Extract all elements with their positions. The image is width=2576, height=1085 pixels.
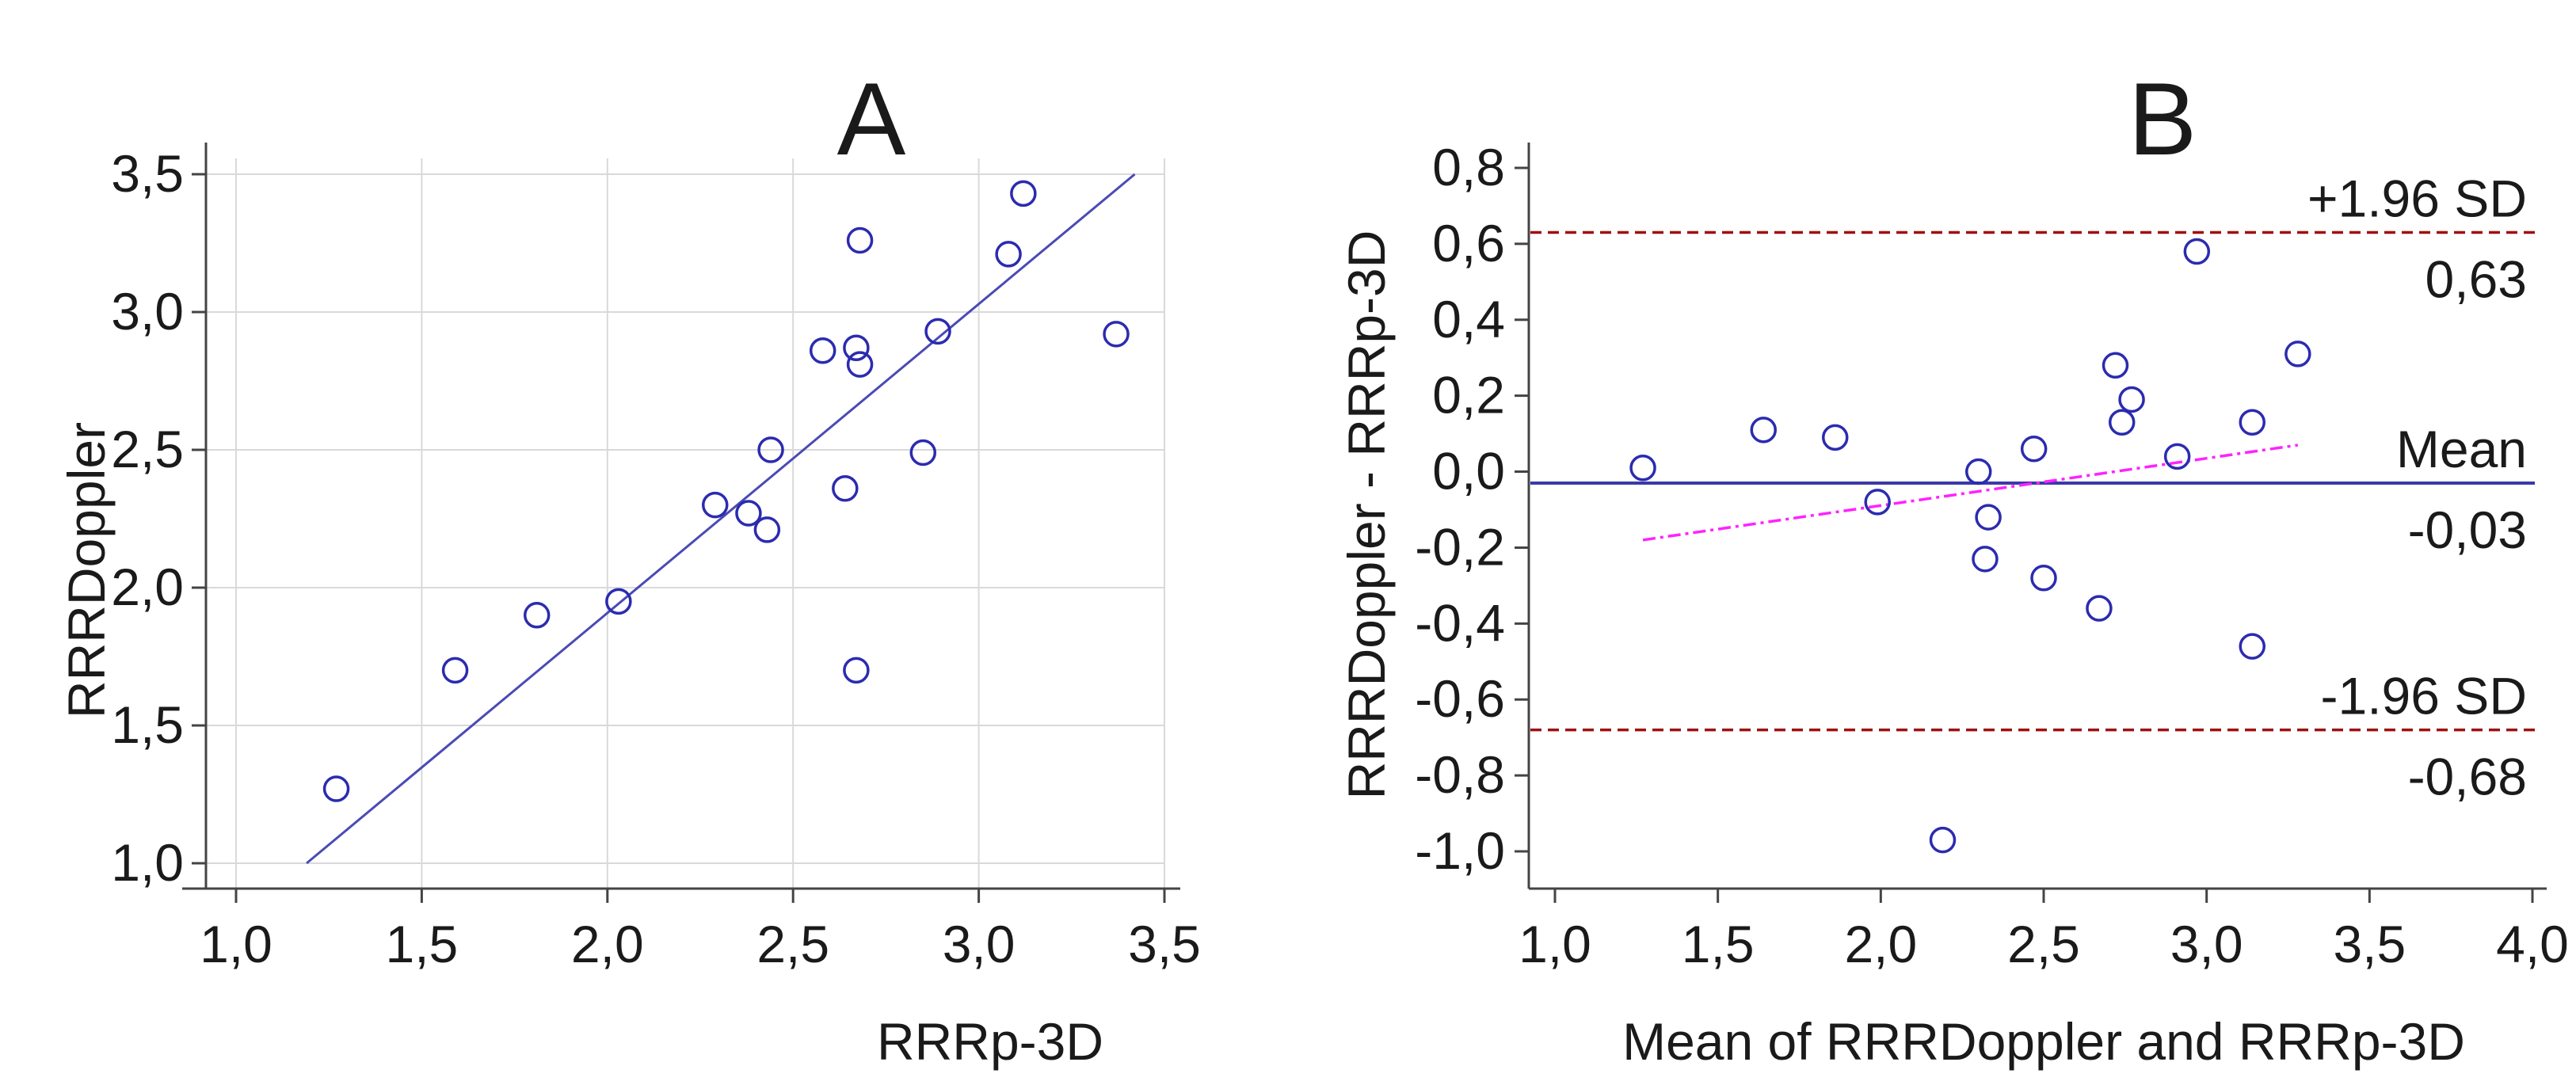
panel-b-x-tick-label: 1,5 [1682,915,1755,973]
panel-b-data-point [1629,455,1656,482]
panel-a-data-point [735,500,762,527]
panel-b-data-point [2108,409,2136,436]
panel-b-x-tick-label: 2,0 [1844,915,1917,973]
panel-b-x-tick-label: 4,0 [2496,915,2569,973]
panel-a-data-point [1010,180,1037,207]
panel-a-data-point [846,227,874,254]
panel-a-data-point [753,516,781,543]
panel-a-x-tick-label: 1,0 [200,915,272,973]
panel-b-regression-line [1642,444,2299,542]
panel-b-x-tick-label: 3,0 [2170,915,2243,973]
panel-a-x-tick-label: 3,0 [943,915,1016,973]
panel-b-reference-lines: +1.96 SD 0,63 Mean -0,03 -1.96 SD -0,68 [1530,169,2535,806]
panel-b-y-tick-label: 0,4 [1432,290,1505,348]
panel-a-points [322,180,1130,802]
panel-a-x-tick-label: 2,0 [571,915,644,973]
panel-b-data-point [1821,424,1849,451]
panel-b-data-point [1972,546,1999,573]
panel-b-data-point [1929,826,1957,854]
panel-b-data-point [2102,352,2129,379]
panel-b-x-tick-label: 1,0 [1519,915,1591,973]
panel-b-ref-value-0: 0,63 [2425,250,2527,309]
panel-a-x-tick-label: 3,5 [1128,915,1201,973]
panel-b-ref-value-2: -0,68 [2408,748,2527,806]
panel-b-ref-name-1: Mean [2396,420,2527,478]
panel-a-data-point [846,351,874,378]
panel-a-data-point [1103,321,1130,348]
panel-b-x-axis-title: Mean of RRRDoppler and RRRp-3D [1622,1012,2465,1071]
panel-b: B 1,0 1,5 2,0 2,5 3,0 3,5 4,0 -1,0 -0,8 -0,6 -0,4… [1337,61,2569,1071]
panel-b-data-point [2284,341,2311,367]
panel-a-y-tick-label: 1,5 [111,695,184,754]
panel-b-data-point [1750,417,1778,444]
panel-b-x-tick-label: 3,5 [2333,915,2406,973]
panel-a-y-ticks: 1,0 1,5 2,0 2,5 3,0 3,5 [111,144,206,892]
panel-b-y-tick-label: 0,8 [1432,138,1505,196]
panel-b-y-tick-label: -0,8 [1415,745,1505,804]
panel-a-y-axis-title: RRRDoppler [57,422,116,718]
panel-b-data-point [2239,409,2266,436]
panel-a-data-point [702,491,729,519]
panel-b-y-tick-label: -0,4 [1415,593,1505,652]
panel-a-data-point [757,436,784,463]
panel-a-x-tick-label: 2,5 [756,915,829,973]
panel-a-y-tick-label: 2,5 [111,420,184,478]
panel-b-y-ticks: -1,0 -0,8 -0,6 -0,4 -0,2 0,0 0,2 0,4 0,6 0,8 [1415,138,1529,880]
panel-a-data-point [322,775,350,802]
panel-a-x-ticks: 1,0 1,5 2,0 2,5 3,0 3,5 [200,889,1201,973]
panel-b-data-point [2086,595,2113,622]
panel-b-y-tick-label: 0,0 [1432,442,1505,501]
panel-a-x-tick-label: 1,5 [386,915,459,973]
panel-b-y-axis-title: RRRDoppler - RRRp-3D [1337,230,1396,800]
panel-b-x-ticks: 1,0 1,5 2,0 2,5 3,0 3,5 4,0 [1519,889,2569,973]
panel-a-data-point [809,337,836,364]
panel-a-y-tick-label: 3,0 [111,282,184,341]
panel-a-data-point [909,439,937,466]
panel-b-ref-name-2: -1.96 SD [2321,667,2527,725]
panel-b-regression-line-group [1642,444,2299,542]
panel-a-data-point [843,334,870,361]
panel-b-data-point [1975,504,2002,531]
panel-a-grid [206,158,1165,889]
panel-b-y-tick-label: -0,6 [1415,669,1505,728]
panel-a-data-point [924,318,951,345]
panel-b-y-tick-label: 0,2 [1432,366,1505,424]
panel-a-y-tick-label: 1,0 [111,833,184,892]
panel-b-data-point [2183,238,2211,265]
panel-b-ref-name-0: +1.96 SD [2307,169,2527,228]
panel-a-y-tick-label: 3,5 [111,144,184,203]
panel-b-data-point [2239,633,2266,660]
panel-b-data-point [1864,489,1891,516]
panel-a-y-tick-label: 2,0 [111,558,184,616]
panel-a-axes [182,143,1180,890]
panel-a-data-point [441,657,469,684]
panel-b-x-tick-label: 2,5 [2007,915,2080,973]
panel-b-data-point [2163,443,2191,470]
panel-a-fit-line [306,173,1136,865]
panel-b-y-tick-label: -0,2 [1415,517,1505,576]
panel-a-x-axis-title: RRRp-3D [877,1012,1103,1071]
panel-b-data-point [2030,565,2057,592]
panel-b-data-point [2118,386,2145,413]
panel-a-data-point [523,602,551,629]
panel-b-data-point [1964,458,1992,485]
panel-b-points [1629,238,2311,854]
panel-b-ref-value-1: -0,03 [2408,501,2527,559]
panel-a-fit-line-group [306,173,1136,865]
panel-a-letter: A [837,61,906,177]
panel-b-letter: B [2128,61,2197,177]
panel-b-data-point [2020,436,2048,463]
panel-a-data-point [995,241,1022,268]
panel-b-axes [1527,143,2547,890]
panel-b-y-tick-label: 0,6 [1432,214,1505,272]
panel-b-y-tick-label: -1,0 [1415,821,1505,880]
panel-a-data-point [843,657,870,684]
panel-a: A 1,0 1,5 2,0 2,5 3,0 3,5 1,01,52,02,53,03,5 … [57,61,1201,1071]
panel-a-data-point [832,474,859,502]
panel-a-data-point [605,588,632,615]
